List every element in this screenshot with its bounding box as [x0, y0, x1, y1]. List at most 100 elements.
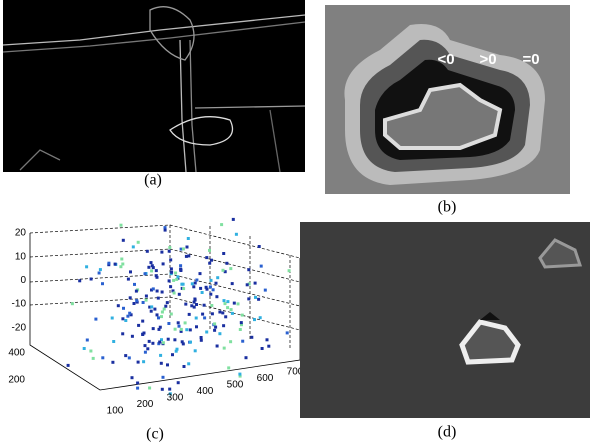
point — [67, 364, 70, 367]
point — [170, 267, 173, 270]
point — [211, 312, 214, 315]
point — [150, 305, 153, 308]
point — [124, 319, 127, 322]
point — [229, 340, 232, 343]
point — [162, 262, 165, 265]
point — [190, 304, 193, 307]
grid-line — [170, 225, 290, 350]
point — [152, 287, 155, 290]
point — [253, 318, 256, 321]
point — [240, 321, 243, 324]
point — [167, 322, 170, 325]
point — [189, 341, 192, 344]
point — [231, 282, 234, 285]
point — [208, 262, 211, 265]
point — [173, 338, 176, 341]
point — [144, 272, 147, 275]
point — [136, 387, 139, 390]
point — [229, 267, 232, 270]
point — [224, 302, 227, 305]
point — [187, 237, 190, 240]
point — [245, 356, 248, 359]
point — [137, 241, 140, 244]
point — [226, 300, 229, 303]
point — [247, 268, 250, 271]
point — [144, 351, 147, 354]
point — [194, 282, 197, 285]
point — [133, 283, 136, 286]
point — [156, 290, 159, 293]
point — [143, 332, 146, 335]
point — [145, 295, 148, 298]
point — [176, 275, 179, 278]
point — [148, 387, 151, 390]
point — [124, 354, 127, 357]
point — [142, 301, 145, 304]
point — [146, 250, 149, 253]
point — [150, 269, 153, 272]
scatter-points — [67, 218, 291, 395]
point — [150, 261, 153, 264]
point — [188, 313, 191, 316]
grid — [30, 225, 300, 350]
point — [267, 345, 270, 348]
axis-box — [30, 233, 300, 390]
point — [286, 331, 289, 334]
point — [112, 340, 115, 343]
point — [161, 291, 164, 294]
y-tick-label: 200 — [8, 375, 25, 386]
point — [111, 361, 114, 364]
point — [223, 299, 226, 302]
point — [152, 327, 155, 330]
point — [250, 336, 253, 339]
point — [168, 250, 171, 253]
point — [186, 246, 189, 249]
point — [194, 349, 197, 352]
point — [222, 269, 225, 272]
point — [224, 315, 227, 318]
point — [156, 276, 159, 279]
annotation: <0 — [437, 51, 454, 68]
point — [78, 279, 81, 282]
point — [170, 313, 173, 316]
point — [164, 305, 167, 308]
point — [131, 335, 134, 338]
point — [261, 347, 264, 350]
point — [239, 328, 242, 331]
point — [209, 285, 212, 288]
point — [232, 218, 235, 221]
point — [195, 303, 198, 306]
point — [200, 336, 203, 339]
point — [153, 308, 156, 311]
point — [233, 302, 236, 305]
point — [266, 338, 269, 341]
point — [230, 308, 233, 311]
figure: (a) <0 >0 =0 (b) 20100-10-20400200100200… — [0, 0, 595, 444]
point — [122, 307, 125, 310]
point — [215, 295, 218, 298]
point — [184, 321, 187, 324]
point — [260, 265, 263, 268]
point — [220, 223, 223, 226]
x-tick-label: 500 — [227, 380, 244, 391]
point — [178, 293, 181, 296]
z-tick-label: 10 — [15, 251, 27, 262]
point — [174, 272, 177, 275]
point — [223, 347, 226, 350]
point — [157, 316, 160, 319]
point — [152, 266, 155, 269]
point — [178, 325, 181, 328]
point — [126, 315, 129, 318]
point — [246, 283, 249, 286]
point — [150, 310, 153, 313]
point — [288, 269, 291, 272]
z-tick-label: 20 — [15, 228, 27, 239]
x-tick-label: 400 — [197, 386, 214, 397]
point — [158, 328, 161, 331]
y-tick-label: 400 — [8, 348, 25, 359]
point — [148, 340, 151, 343]
point — [159, 354, 162, 357]
point — [203, 316, 206, 319]
point — [111, 317, 114, 320]
grid-line — [30, 225, 300, 330]
